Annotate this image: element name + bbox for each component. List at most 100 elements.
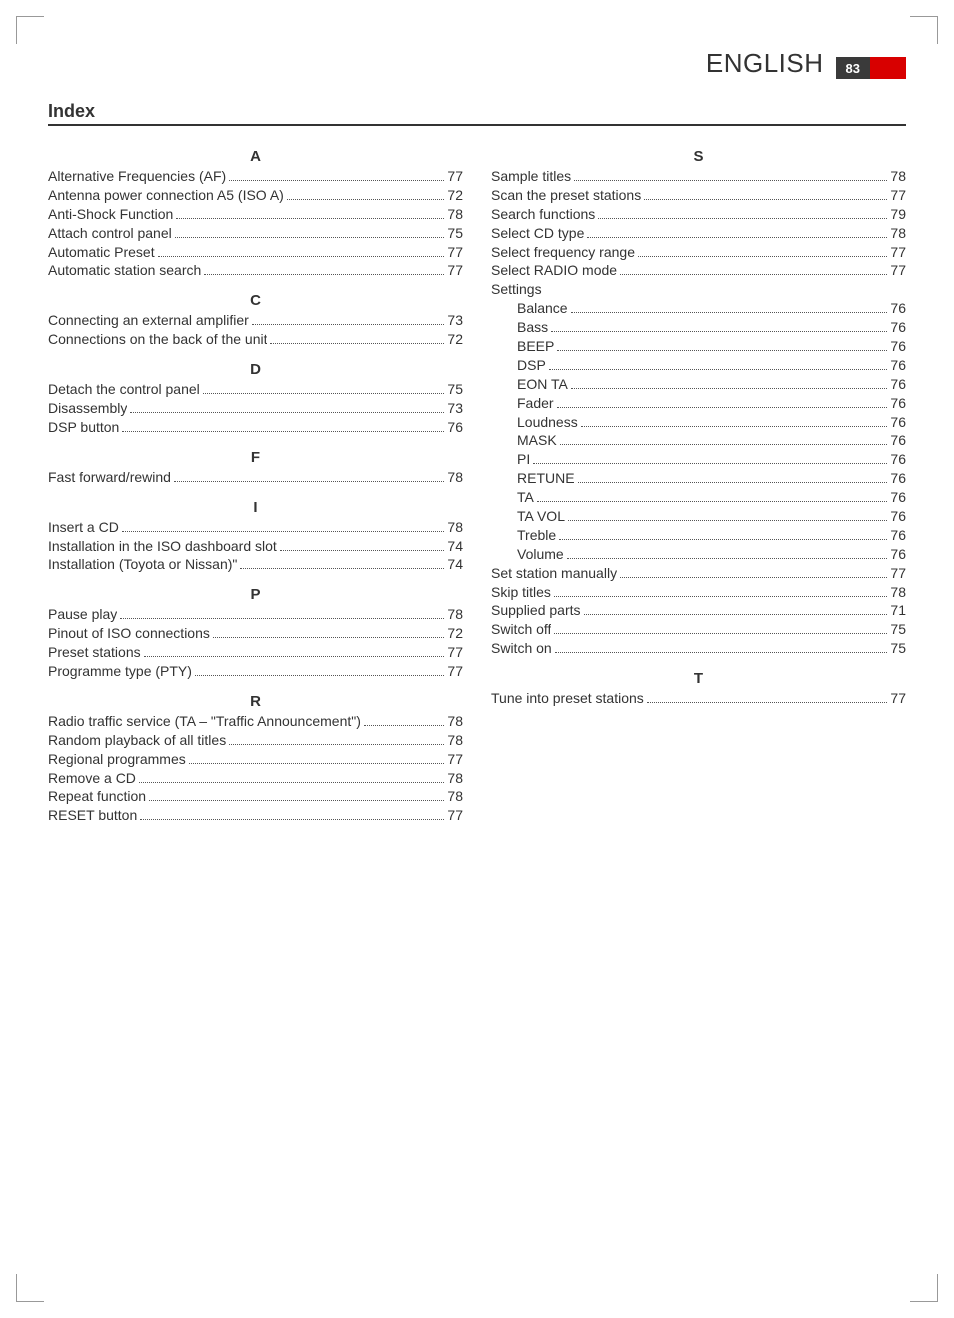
leader-dots (174, 481, 444, 482)
leader-dots (158, 256, 445, 257)
index-entry-label: Switch on (491, 639, 552, 658)
index-letter-heading: A (48, 148, 463, 165)
index-letter-heading: C (48, 292, 463, 309)
index-entry: Supplied parts71 (491, 601, 906, 620)
index-entry-label: Sample titles (491, 167, 571, 186)
index-entry-label: DSP button (48, 418, 119, 437)
leader-dots (364, 725, 445, 726)
index-entry: Settings (491, 280, 906, 299)
index-entry-page: 77 (890, 261, 906, 280)
index-entry-page: 76 (890, 394, 906, 413)
index-entry-label: Scan the preset stations (491, 186, 641, 205)
index-entry: Loudness76 (491, 413, 906, 432)
index-entry-page: 72 (447, 330, 463, 349)
leader-dots (149, 800, 444, 801)
index-entry: MASK76 (491, 431, 906, 450)
index-entry-label: Regional programmes (48, 750, 186, 769)
index-entry: Insert a CD78 (48, 518, 463, 537)
index-entry-page: 78 (447, 605, 463, 624)
index-entry-page: 77 (447, 167, 463, 186)
leader-dots (568, 520, 887, 521)
index-entry-label: Connecting an external amplifier (48, 311, 249, 330)
crop-mark (910, 16, 938, 44)
leader-dots (598, 218, 887, 219)
index-entry-page: 77 (890, 186, 906, 205)
index-entry-label: PI (517, 450, 530, 469)
leader-dots (555, 652, 888, 653)
index-entry: Disassembly73 (48, 399, 463, 418)
index-entry: Tune into preset stations 77 (491, 689, 906, 708)
index-entry-label: Connections on the back of the unit (48, 330, 267, 349)
index-entry: Anti-Shock Function78 (48, 205, 463, 224)
leader-dots (270, 343, 444, 344)
index-entry-page: 77 (890, 689, 906, 708)
leader-dots (537, 501, 888, 502)
index-entry-page: 76 (890, 337, 906, 356)
index-letter-heading: T (491, 670, 906, 687)
index-entry-page: 76 (447, 418, 463, 437)
index-entry-page: 78 (447, 769, 463, 788)
index-entry-label: Remove a CD (48, 769, 136, 788)
index-entry: PI76 (491, 450, 906, 469)
index-entry-page: 77 (890, 243, 906, 262)
index-entry-page: 79 (890, 205, 906, 224)
index-entry: Pinout of ISO connections72 (48, 624, 463, 643)
index-entry-label: Tune into preset stations (491, 689, 644, 708)
index-entry-label: Treble (517, 526, 556, 545)
leader-dots (176, 218, 444, 219)
leader-dots (557, 350, 887, 351)
index-entry: Detach the control panel75 (48, 380, 463, 399)
index-entry-label: Installation (Toyota or Nissan)" (48, 555, 237, 574)
index-entry-label: Alternative Frequencies (AF) (48, 167, 226, 186)
leader-dots (559, 539, 887, 540)
index-entry-label: Preset stations (48, 643, 141, 662)
leader-dots (620, 274, 887, 275)
leader-dots (560, 444, 888, 445)
index-entry-page: 78 (447, 518, 463, 537)
index-entry-label: Select RADIO mode (491, 261, 617, 280)
leader-dots (551, 331, 887, 332)
index-entry-page: 77 (890, 564, 906, 583)
index-entry-page: 76 (890, 507, 906, 526)
index-entry: Fast forward/rewind78 (48, 468, 463, 487)
index-entry: Repeat function78 (48, 787, 463, 806)
index-entry: Automatic Preset77 (48, 243, 463, 262)
index-entry: DSP76 (491, 356, 906, 375)
index-entry: Volume76 (491, 545, 906, 564)
index-entry-page: 76 (890, 299, 906, 318)
leader-dots (204, 274, 444, 275)
section-title: Index (48, 101, 906, 126)
index-entry: Regional programmes77 (48, 750, 463, 769)
crop-mark (16, 16, 44, 44)
leader-dots (567, 558, 888, 559)
index-entry-label: Radio traffic service (TA – "Traffic Ann… (48, 712, 361, 731)
index-entry: Select frequency range77 (491, 243, 906, 262)
index-entry: Connections on the back of the unit 72 (48, 330, 463, 349)
index-entry-page: 76 (890, 356, 906, 375)
index-entry: BEEP76 (491, 337, 906, 356)
leader-dots (647, 702, 888, 703)
index-entry-label: Automatic station search (48, 261, 201, 280)
index-entry-page: 73 (447, 311, 463, 330)
language-label: ENGLISH (706, 48, 824, 79)
index-entry-page: 78 (447, 731, 463, 750)
index-entry-label: TA VOL (517, 507, 565, 526)
leader-dots (122, 531, 445, 532)
index-entry-page: 78 (890, 224, 906, 243)
index-entry-page: 77 (447, 806, 463, 825)
index-entry-page: 76 (890, 413, 906, 432)
index-letter-heading: R (48, 693, 463, 710)
index-entry-label: Volume (517, 545, 564, 564)
leader-dots (574, 180, 887, 181)
index-entry-page: 76 (890, 488, 906, 507)
index-entry-label: TA (517, 488, 534, 507)
index-entry-label: Balance (517, 299, 568, 318)
leader-dots (554, 596, 888, 597)
index-entry-page: 78 (890, 583, 906, 602)
index-entry-label: Switch off (491, 620, 551, 639)
index-entry-page: 75 (447, 380, 463, 399)
index-entry: Random playback of all titles78 (48, 731, 463, 750)
leader-dots (557, 407, 888, 408)
leader-dots (287, 199, 445, 200)
index-entry-label: EON TA (517, 375, 568, 394)
